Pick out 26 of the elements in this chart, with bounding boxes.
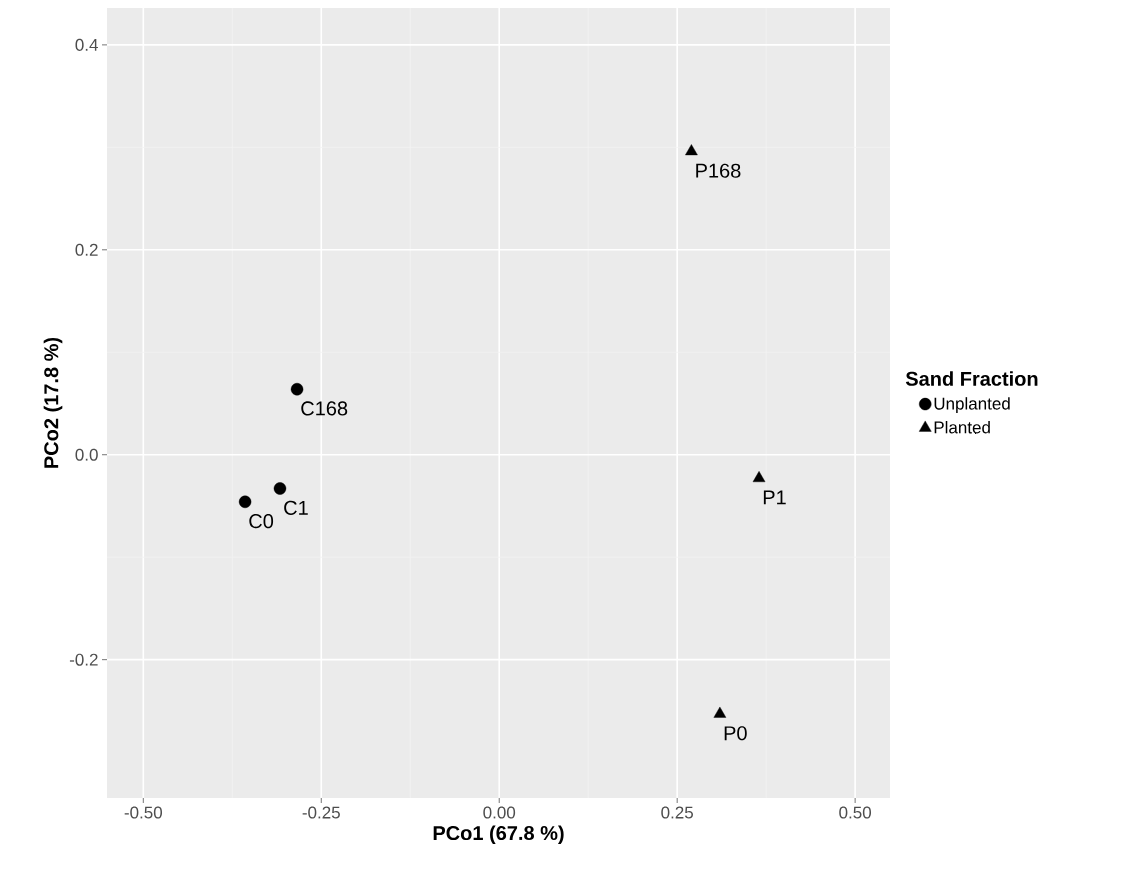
x-tick-label: -0.25 [302,806,340,819]
point [713,706,727,718]
annotation: C1 [284,500,308,515]
annotation: C0 [249,514,274,529]
point [238,495,252,509]
x-tick-label: 0.00 [483,806,516,819]
y-tick-label: 0.0 [75,448,98,461]
y-tick-label: 0.2 [75,243,98,256]
x-tick-label: 0.50 [839,806,872,819]
x-tick-label: -0.50 [124,806,163,819]
point [290,382,304,396]
legend-label: Planted [934,420,990,434]
point [685,144,698,156]
legend-title: Sand Fraction [905,371,1038,386]
annotation: P168 [696,163,741,178]
legend-label: Unplanted [934,397,1010,414]
point [273,482,287,495]
annotation: P0 [724,726,747,741]
x-axis-title: PCo1 (67.8 %) [433,825,564,845]
y-axis-title: PCo2 (17.8 %) [43,337,63,468]
annotation: C168 [301,401,348,416]
x-tick-label: 0.25 [661,806,693,819]
point [752,471,766,482]
y-tick-label: -0.2 [69,653,98,666]
annotation: P1 [763,490,786,505]
y-tick-label: 0.4 [75,38,98,51]
